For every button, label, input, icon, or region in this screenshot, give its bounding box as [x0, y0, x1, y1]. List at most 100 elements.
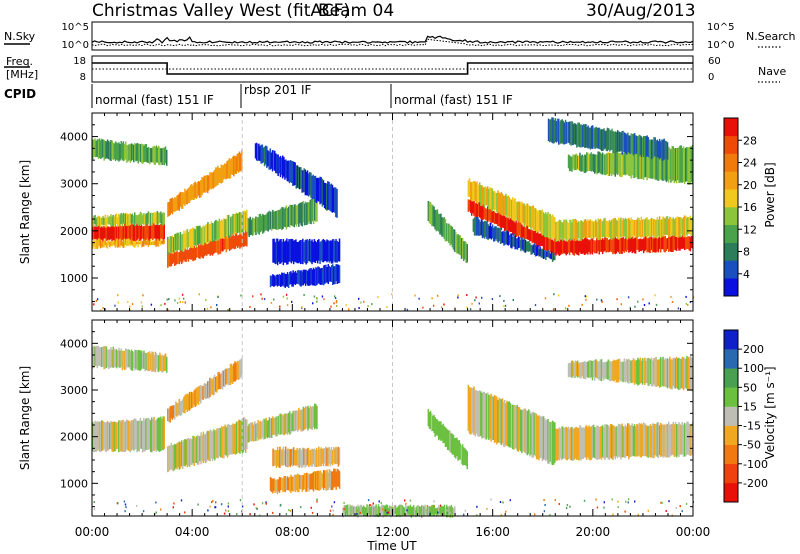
heatmap-cell: [573, 362, 575, 378]
heatmap-cell: [558, 241, 561, 256]
heatmap-cell: [302, 406, 305, 431]
heatmap-cell: [663, 138, 665, 160]
heatmap-cell: [330, 183, 333, 212]
heatmap-cell: [594, 154, 596, 174]
heatmap-cell: [336, 468, 338, 487]
heatmap-cell: [525, 241, 528, 252]
heatmap-cell: [160, 148, 162, 163]
heatmap-cell: [202, 225, 205, 246]
cpid-mode-1: normal (fast) 151 IF: [95, 93, 214, 107]
heatmap-cell: [591, 220, 594, 238]
heatmap-cell: [614, 360, 616, 381]
heatmap-cell: [564, 241, 566, 254]
heatmap-cell: [647, 358, 649, 386]
heatmap-cell: [149, 239, 152, 246]
heatmap-cell: [552, 308, 555, 311]
heatmap-cell: [648, 302, 650, 305]
heatmap-cell: [627, 239, 629, 251]
heatmap-cell: [591, 361, 594, 381]
heatmap-cell: [107, 226, 110, 240]
heatmap-cell: [309, 199, 311, 224]
heatmap-cell: [119, 238, 121, 248]
heatmap-cell: [654, 149, 656, 180]
heatmap-cell: [313, 471, 316, 489]
heatmap-cell: [590, 360, 593, 378]
heatmap-cell: [172, 444, 175, 472]
heatmap-cell: [601, 129, 603, 152]
heatmap-cell: [134, 142, 136, 161]
heatmap-cell: [326, 239, 328, 263]
heatmap-cell: [640, 151, 643, 179]
heatmap-cell: [476, 505, 478, 508]
nsky-label: N.Sky: [4, 30, 36, 43]
heatmap-cell: [262, 420, 264, 438]
heatmap-cell: [128, 349, 130, 368]
heatmap-cell: [409, 514, 411, 517]
heatmap-cell: [498, 397, 500, 443]
heatmap-cell: [281, 414, 283, 434]
heatmap-cell: [263, 146, 266, 167]
heatmap-cell: [584, 154, 587, 173]
heatmap-cell: [184, 511, 186, 514]
heatmap-cell: [224, 369, 226, 387]
heatmap-cell: [303, 294, 305, 296]
heatmap-cell: [548, 421, 550, 464]
heatmap-cell: [466, 294, 468, 296]
heatmap-cell: [129, 213, 131, 225]
heatmap-cell: [280, 449, 282, 465]
heatmap-cell: [167, 202, 169, 217]
heatmap-cell: [640, 216, 643, 239]
heatmap-cell: [156, 224, 159, 240]
heatmap-cell: [124, 421, 127, 452]
heatmap-cell: [180, 249, 183, 264]
heatmap-cell: [145, 144, 147, 162]
heatmap-cell: [94, 346, 96, 366]
heatmap-cell: [104, 214, 106, 228]
heatmap-cell: [484, 220, 486, 239]
heatmap-cell: [532, 244, 535, 253]
heatmap-cell: [342, 507, 344, 518]
heatmap-cell: [623, 150, 626, 175]
heatmap-cell: [209, 240, 211, 256]
heatmap-cell: [533, 412, 536, 456]
heatmap-cell: [99, 227, 102, 240]
heatmap-cell: [231, 216, 233, 235]
heatmap-cell: [285, 205, 288, 230]
heatmap-cell: [298, 269, 300, 285]
heatmap-cell: [559, 428, 562, 459]
heatmap-cell: [649, 424, 652, 458]
heatmap-cell: [603, 506, 605, 509]
heatmap-cell: [614, 151, 616, 177]
heatmap-cell: [428, 412, 431, 429]
heatmap-cell: [320, 447, 322, 467]
heatmap-cell: [171, 197, 174, 215]
heatmap-cell: [122, 419, 125, 452]
heatmap-cell: [194, 437, 197, 463]
heatmap-cell: [582, 239, 585, 254]
velocity-colorbar-label: Velocity [m s⁻¹]: [763, 366, 777, 459]
heatmap-cell: [321, 178, 324, 207]
heatmap-cell: [505, 510, 507, 513]
heatmap-cell: [547, 419, 549, 464]
heatmap-cell: [216, 376, 218, 393]
heatmap-cell: [622, 153, 624, 175]
heatmap-cell: [448, 430, 450, 451]
heatmap-cell: [118, 213, 120, 227]
heatmap-cell: [436, 507, 439, 516]
heatmap-cell: [315, 447, 318, 467]
heatmap-cell: [604, 424, 606, 461]
heatmap-cell: [287, 477, 290, 491]
heatmap-cell: [309, 473, 311, 490]
heatmap-cell: [240, 153, 242, 172]
heatmap-cell: [624, 149, 627, 176]
heatmap-cell: [490, 207, 492, 225]
heatmap-cell: [614, 217, 616, 238]
heatmap-cell: [320, 177, 322, 204]
heatmap-cell: [213, 374, 216, 395]
heatmap-cell: [241, 212, 243, 233]
heatmap-cell: [650, 217, 653, 237]
heatmap-cell: [524, 408, 526, 453]
heatmap-cell: [385, 504, 388, 517]
heatmap-cell: [330, 265, 333, 282]
